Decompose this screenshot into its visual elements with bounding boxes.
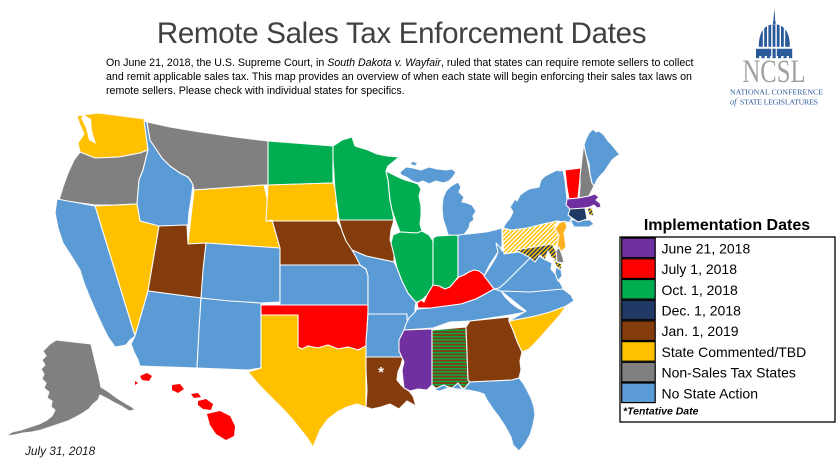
svg-text:July 1, 2018: July 1, 2018 — [662, 261, 738, 277]
svg-text:June 21, 2018: June 21, 2018 — [662, 240, 751, 256]
svg-text:Implementation Dates: Implementation Dates — [644, 217, 810, 234]
svg-text:State Commented/TBD: State Commented/TBD — [662, 344, 807, 360]
svg-text:NATIONAL CONFERENCE: NATIONAL CONFERENCE — [730, 88, 823, 97]
svg-text:NCSL: NCSL — [743, 54, 806, 90]
svg-text:STATE LEGISLATURES: STATE LEGISLATURES — [740, 98, 818, 107]
svg-text:No State Action: No State Action — [662, 385, 759, 401]
svg-text:of: of — [730, 98, 738, 107]
svg-text:*: * — [378, 364, 384, 381]
svg-text:Jan. 1, 2019: Jan. 1, 2019 — [662, 323, 739, 339]
svg-text:*Tentative Date: *Tentative Date — [623, 406, 699, 418]
svg-text:Oct. 1, 2018: Oct. 1, 2018 — [662, 282, 738, 298]
svg-text:Non-Sales Tax States: Non-Sales Tax States — [662, 365, 796, 381]
svg-text:Dec. 1, 2018: Dec. 1, 2018 — [662, 303, 742, 319]
